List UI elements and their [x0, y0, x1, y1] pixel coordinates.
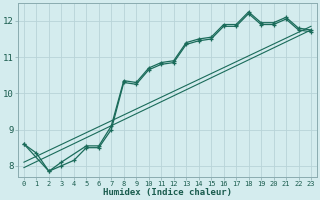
X-axis label: Humidex (Indice chaleur): Humidex (Indice chaleur) — [103, 188, 232, 197]
